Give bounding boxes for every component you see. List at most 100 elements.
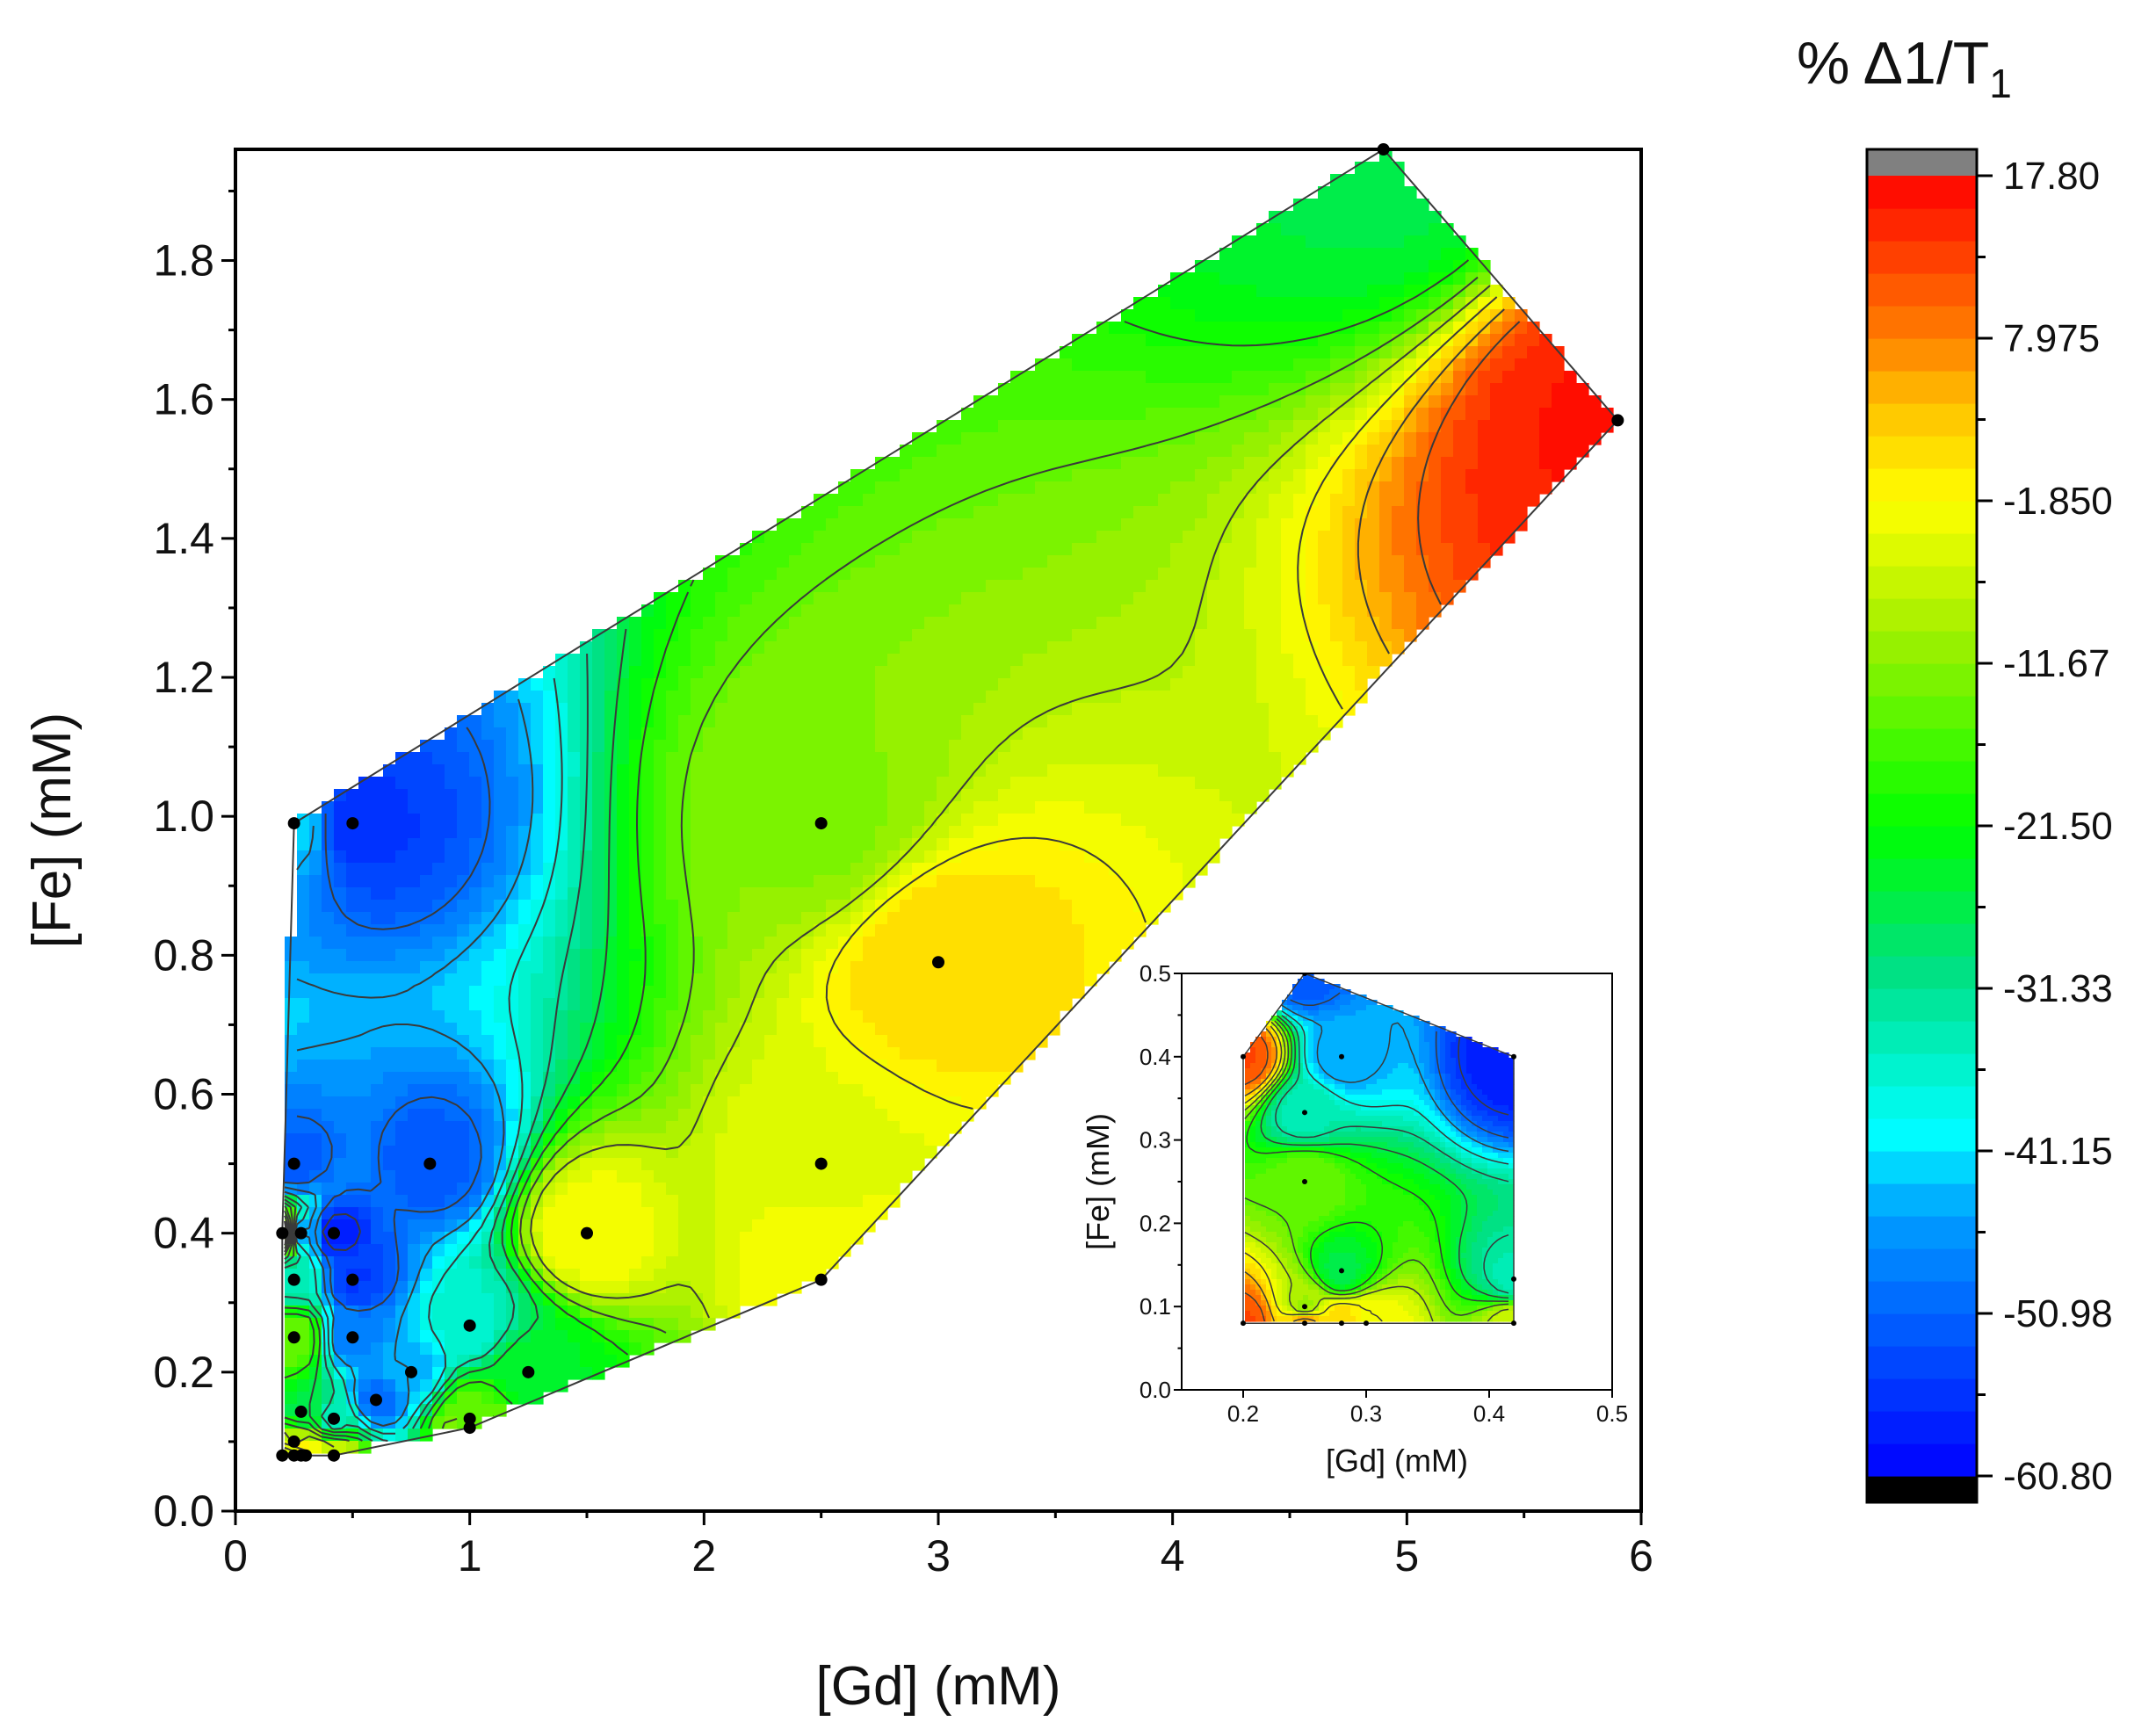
main-contour-cell	[506, 752, 519, 765]
main-contour-cell	[814, 531, 827, 544]
main-contour-cell	[568, 1084, 581, 1097]
main-contour-cell	[1060, 863, 1073, 876]
main-contour-cell	[900, 654, 913, 667]
main-contour-cell	[297, 937, 310, 950]
main-contour-cell	[1330, 445, 1343, 458]
main-contour-cell	[432, 1195, 445, 1208]
main-contour-cell	[986, 949, 999, 962]
main-contour-cell	[777, 518, 790, 532]
main-contour-cell	[555, 814, 568, 827]
main-contour-cell	[703, 912, 716, 925]
main-contour-cell	[826, 924, 839, 937]
main-contour-cell	[937, 764, 950, 778]
main-contour-cell	[1392, 211, 1405, 224]
main-contour-cell	[1281, 715, 1294, 728]
main-contour-cell	[777, 961, 790, 974]
main-contour-cell	[445, 1121, 458, 1134]
main-contour-cell	[592, 666, 605, 679]
main-contour-cell	[297, 875, 310, 888]
main-contour-cell	[764, 740, 778, 753]
main-contour-cell	[420, 789, 433, 802]
main-contour-cell	[1392, 641, 1405, 655]
main-contour-cell	[1109, 826, 1122, 839]
main-contour-cell	[1392, 457, 1405, 470]
main-contour-cell	[1170, 322, 1183, 335]
main-contour-cell	[912, 900, 925, 913]
main-contour-cell	[666, 740, 679, 753]
main-contour-cell	[764, 617, 778, 630]
main-contour-cell	[1146, 604, 1159, 618]
main-contour-cell	[383, 1207, 396, 1220]
main-contour-cell	[777, 900, 790, 913]
main-contour-cell	[1441, 260, 1454, 273]
main-contour-cell	[309, 1010, 322, 1024]
main-contour-cell	[1256, 740, 1270, 753]
main-contour-cell	[900, 1084, 913, 1097]
main-contour-cell	[1170, 875, 1183, 888]
main-contour-cell	[1490, 322, 1503, 335]
main-contour-cell	[1256, 248, 1270, 261]
main-contour-cell	[727, 1060, 741, 1073]
main-contour-cell	[850, 654, 864, 667]
main-contour-cell	[826, 641, 839, 655]
main-contour-cell	[801, 727, 814, 741]
main-contour-cell	[838, 629, 851, 642]
main-contour-cell	[961, 703, 974, 716]
main-contour-cell	[986, 703, 999, 716]
main-contour-cell	[838, 1010, 851, 1024]
main-contour-cell	[1035, 604, 1048, 618]
main-contour-cell	[1219, 506, 1233, 519]
main-contour-cell	[703, 1060, 716, 1073]
main-contour-cell	[481, 973, 495, 987]
main-contour-cell	[1047, 900, 1060, 913]
main-contour-cell	[998, 973, 1011, 987]
main-contour-cell	[801, 1133, 814, 1146]
main-contour-cell	[1232, 604, 1245, 618]
main-contour-cell	[1035, 371, 1048, 384]
main-contour-cell	[1109, 371, 1122, 384]
main-contour-cell	[986, 1072, 999, 1085]
main-contour-cell	[1367, 506, 1380, 519]
main-contour-cell	[555, 900, 568, 913]
main-contour-cell	[592, 863, 605, 876]
main-contour-cell	[740, 777, 753, 790]
main-contour-cell	[924, 691, 937, 704]
main-contour-cell	[691, 863, 704, 876]
main-contour-cell	[826, 838, 839, 851]
main-contour-cell	[678, 1195, 691, 1208]
main-contour-cell	[1232, 814, 1245, 827]
main-contour-cell	[949, 641, 962, 655]
main-contour-cell	[678, 1207, 691, 1220]
main-contour-cell	[1060, 408, 1073, 421]
main-contour-cell	[777, 752, 790, 765]
main-contour-cell	[1539, 469, 1552, 482]
main-contour-cell	[1219, 297, 1233, 310]
main-contour-cell	[703, 617, 716, 630]
main-contour-cell	[1133, 691, 1147, 704]
main-contour-cell	[285, 1084, 298, 1097]
main-contour-cell	[789, 900, 802, 913]
main-contour-cell	[1429, 506, 1442, 519]
main-contour-cell	[494, 1256, 507, 1269]
main-contour-cell	[580, 875, 593, 888]
main-contour-cell	[789, 1195, 802, 1208]
main-contour-cell	[1355, 408, 1368, 421]
main-contour-cell	[666, 654, 679, 667]
main-contour-cell	[346, 1072, 359, 1085]
main-contour-cell	[1244, 678, 1257, 691]
main-contour-cell	[1158, 408, 1171, 421]
main-contour-cell	[518, 727, 532, 741]
main-contour-cell	[727, 1096, 741, 1110]
main-contour-cell	[777, 1244, 790, 1257]
main-contour-cell	[580, 678, 593, 691]
main-contour-cell	[850, 1060, 864, 1073]
main-contour-cell	[1109, 604, 1122, 618]
main-contour-cell	[1060, 666, 1073, 679]
main-contour-cell	[1195, 678, 1208, 691]
main-contour-cell	[1158, 826, 1171, 839]
main-contour-cell	[961, 604, 974, 618]
main-contour-cell	[789, 875, 802, 888]
main-contour-cell	[481, 998, 495, 1011]
main-contour-cell	[1330, 629, 1343, 642]
main-contour-cell	[850, 900, 864, 913]
